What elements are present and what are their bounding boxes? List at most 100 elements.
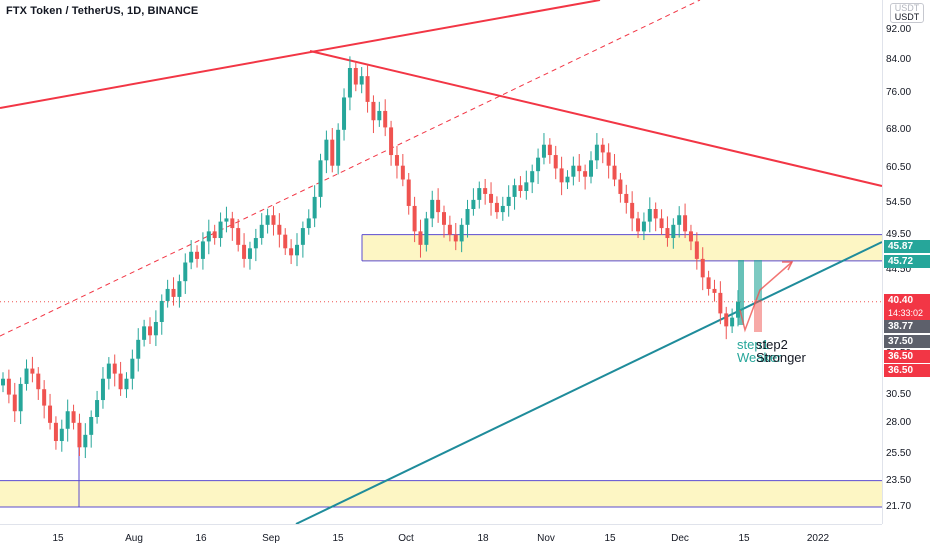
candle (624, 193, 629, 203)
candle (347, 67, 352, 98)
candle (700, 258, 705, 278)
candle (377, 110, 382, 121)
candle (6, 378, 11, 395)
candle (12, 394, 17, 412)
candle (247, 248, 252, 259)
candle (406, 179, 411, 206)
y-tick-label: 76.00 (886, 87, 912, 99)
candle (106, 363, 111, 379)
candle (77, 422, 82, 448)
candle (694, 241, 699, 259)
trendlines-layer (0, 0, 883, 525)
candle (712, 288, 717, 293)
candle (112, 363, 117, 374)
candle (177, 281, 182, 297)
candle (724, 313, 729, 327)
candle (200, 241, 205, 259)
candle (24, 368, 29, 384)
candle (618, 179, 623, 194)
candle (300, 228, 305, 245)
annotation-stronger: Stronger (756, 350, 806, 365)
x-tick-label: Aug (125, 533, 143, 544)
candle (653, 209, 658, 219)
candle (206, 231, 211, 242)
candle (312, 196, 317, 219)
y-tick-label: 49.50 (886, 228, 912, 240)
candle (89, 416, 94, 435)
candle (718, 292, 723, 314)
candle (518, 185, 523, 191)
candle (677, 215, 682, 225)
y-tick-label: 84.00 (886, 54, 912, 66)
candle (671, 224, 676, 239)
candle (447, 224, 452, 235)
trendline-resistance-upper (0, 0, 601, 109)
candle (383, 110, 388, 128)
candle (30, 368, 35, 374)
y-tick-label: 92.00 (886, 24, 912, 35)
candle (465, 209, 470, 225)
candle (306, 218, 311, 229)
candle (271, 215, 276, 225)
candle (436, 199, 441, 213)
candle (130, 358, 135, 379)
candle (600, 144, 605, 153)
candle (1, 378, 5, 386)
candle (589, 160, 593, 177)
candle (36, 373, 41, 390)
candle (159, 300, 164, 322)
candle (571, 165, 576, 177)
price-tag: 36.50 (884, 350, 930, 363)
x-tick-label: 2022 (806, 533, 830, 544)
candle (59, 428, 64, 442)
candle (265, 215, 270, 225)
candle (95, 400, 100, 417)
candle (459, 224, 464, 242)
y-tick-label: 25.50 (886, 447, 912, 459)
annotation-weaker: Weaker (737, 350, 782, 365)
candle (330, 139, 335, 166)
candle (400, 165, 405, 180)
candle (289, 248, 294, 256)
candle (612, 165, 617, 180)
candle (365, 76, 370, 102)
candle (353, 67, 358, 85)
currency-unit-badge[interactable]: USDT USDT (890, 3, 924, 23)
price-tag: 38.77 (884, 320, 930, 333)
markers-layer (738, 260, 794, 333)
candle (142, 326, 147, 340)
candle (477, 188, 482, 200)
candle (42, 389, 47, 406)
x-tick-label: Oct (398, 533, 414, 544)
candle (641, 221, 646, 232)
candle (688, 231, 693, 242)
candle (547, 144, 552, 156)
y-tick-label: 23.50 (886, 474, 912, 486)
y-tick-label: 30.50 (886, 388, 912, 400)
y-tick-label: 28.00 (886, 416, 912, 428)
candle (83, 434, 88, 448)
candle (453, 234, 458, 242)
x-tick-label: 18 (477, 533, 489, 544)
time-scale[interactable] (0, 524, 882, 551)
currency-unit-hidden: USDT (894, 3, 920, 13)
plot-area[interactable] (0, 0, 882, 524)
candle (71, 411, 76, 423)
y-tick-label: 54.50 (886, 196, 912, 208)
currency-unit-label: USDT (894, 12, 920, 22)
price-tag: 45.87 (884, 240, 930, 253)
candle (683, 215, 688, 232)
candle (153, 321, 158, 336)
x-tick-label: 15 (738, 533, 750, 544)
candle (136, 339, 141, 359)
candle (183, 262, 188, 282)
candle (430, 199, 435, 219)
candle (18, 383, 23, 412)
candle (706, 277, 711, 289)
candle (336, 129, 341, 166)
step1-projection-bar (738, 260, 744, 325)
candle (394, 155, 399, 166)
price-tag: 37.50 (884, 335, 930, 348)
annotation-step2: step2 (756, 337, 788, 352)
